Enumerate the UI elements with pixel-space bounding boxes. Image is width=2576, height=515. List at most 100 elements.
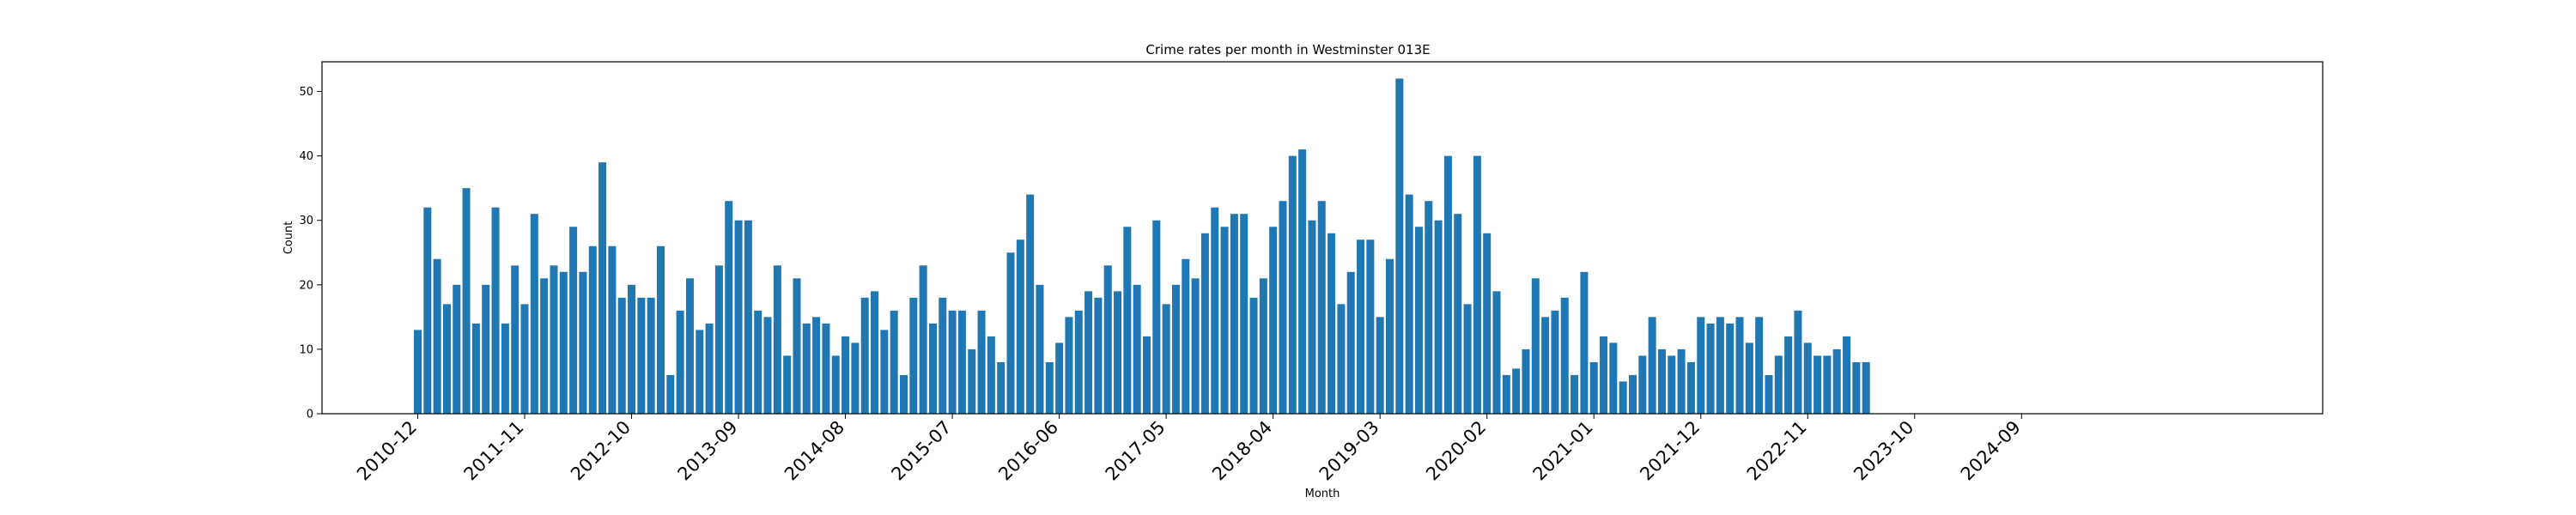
bar — [1279, 201, 1287, 414]
bar — [462, 188, 471, 414]
x-tick-label: 2012-10 — [567, 417, 635, 485]
bar — [987, 336, 995, 414]
bar — [540, 278, 549, 414]
x-tick-label: 2011-11 — [460, 417, 528, 485]
bar — [957, 310, 966, 414]
bar — [1327, 233, 1336, 414]
y-tick-label: 20 — [299, 279, 313, 292]
bar — [433, 258, 441, 414]
bar — [471, 323, 480, 414]
bar — [1191, 278, 1200, 414]
bar — [1434, 220, 1443, 414]
bar — [880, 330, 889, 414]
bar — [1240, 214, 1249, 414]
bar — [1765, 374, 1773, 414]
bar — [997, 361, 1005, 414]
bar — [1045, 361, 1054, 414]
bar — [1230, 214, 1238, 414]
bar — [1677, 348, 1686, 414]
bar — [1366, 239, 1375, 414]
bar — [1735, 317, 1744, 414]
bar — [1182, 258, 1190, 414]
bar — [1580, 271, 1589, 414]
bar — [550, 265, 558, 414]
bar — [773, 265, 781, 414]
bar — [1531, 278, 1540, 414]
bar — [685, 278, 694, 414]
bar — [1386, 258, 1394, 414]
bar — [802, 323, 811, 414]
bar — [1337, 304, 1346, 414]
bar — [1376, 317, 1384, 414]
bar — [1211, 207, 1219, 414]
bar — [1726, 323, 1735, 414]
bar — [1823, 355, 1832, 414]
x-tick-label: 2020-02 — [1422, 417, 1490, 485]
bar — [1814, 355, 1822, 414]
bar — [423, 207, 432, 414]
bar — [1084, 291, 1093, 414]
bar — [1512, 368, 1521, 414]
bar — [1629, 374, 1637, 414]
x-tick-label: 2014-08 — [781, 417, 848, 485]
bars-group — [414, 78, 1870, 415]
bar — [1862, 361, 1870, 414]
bar — [831, 355, 840, 414]
bar — [1619, 381, 1627, 414]
bar — [1259, 278, 1267, 414]
bar — [482, 284, 490, 414]
bar — [530, 214, 538, 414]
bar — [977, 310, 986, 414]
x-axis-label: Month — [1305, 488, 1340, 500]
bar — [1123, 227, 1132, 414]
bar — [1414, 227, 1423, 414]
bar — [1425, 201, 1433, 414]
bar — [696, 330, 704, 414]
bar — [1395, 78, 1404, 415]
bar — [1171, 284, 1180, 414]
bar — [763, 317, 772, 414]
bar — [608, 245, 617, 414]
bar — [1686, 361, 1695, 414]
bar — [1755, 317, 1764, 414]
bar — [1522, 348, 1530, 414]
x-tick-label: 2024-09 — [1957, 417, 2025, 485]
bar — [754, 310, 762, 414]
bar — [491, 207, 500, 414]
bar — [637, 297, 646, 414]
bar — [783, 355, 792, 414]
bar — [822, 323, 830, 414]
y-axis-label: Count — [283, 221, 295, 255]
bar — [1357, 239, 1365, 414]
bar — [1269, 227, 1278, 414]
bar — [1571, 374, 1579, 414]
bar — [705, 323, 714, 414]
bar — [1745, 342, 1753, 414]
bar — [871, 291, 879, 414]
x-tick-label: 2021-01 — [1529, 417, 1597, 485]
bar — [714, 265, 723, 414]
bar — [1026, 194, 1035, 414]
bar — [1774, 355, 1783, 414]
y-tick-label: 10 — [299, 343, 313, 356]
bar — [628, 284, 636, 414]
x-tick-label: 2016-06 — [994, 417, 1062, 485]
x-tick-label: 2023-10 — [1850, 417, 1917, 485]
bar — [1220, 227, 1229, 414]
y-tick-label: 50 — [299, 86, 313, 99]
bar — [1638, 355, 1647, 414]
chart-title: Crime rates per month in Westminster 013… — [1145, 42, 1430, 58]
bar — [1668, 355, 1676, 414]
bar — [939, 297, 947, 414]
x-tick-label: 2017-05 — [1102, 417, 1170, 485]
bar — [900, 374, 908, 414]
bar — [1114, 291, 1122, 414]
x-tick-label: 2021-12 — [1636, 417, 1704, 485]
bar — [1016, 239, 1024, 414]
bar — [1443, 155, 1452, 414]
bar — [1308, 220, 1316, 414]
bar — [1249, 297, 1258, 414]
bar — [1103, 265, 1112, 414]
bar — [414, 330, 422, 414]
